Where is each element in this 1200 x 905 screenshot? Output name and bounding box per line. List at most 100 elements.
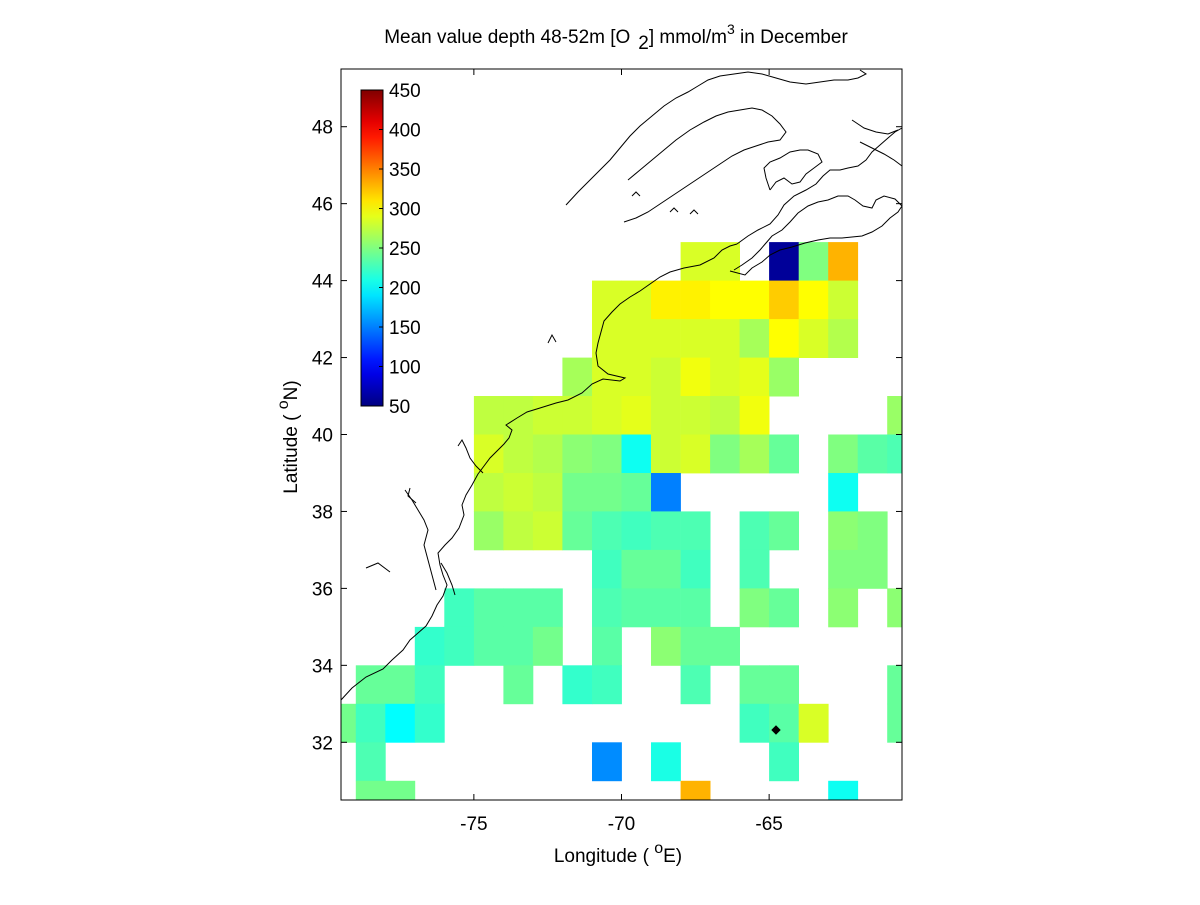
heatmap-cell <box>592 396 622 435</box>
heatmap-cell <box>562 357 593 397</box>
heatmap-cell <box>680 434 711 474</box>
plot-area: -75 -70 -65 32 34 36 38 40 42 44 46 48 <box>312 68 903 835</box>
heatmap-cell <box>739 357 770 397</box>
heatmap-cell <box>680 280 711 320</box>
heatmap-cell <box>857 511 888 551</box>
heatmap-cell <box>739 549 770 589</box>
heatmap-cell <box>621 588 652 628</box>
heatmap-cell <box>739 396 770 435</box>
heatmap-cell <box>355 703 386 743</box>
heatmap-cell <box>828 549 859 589</box>
colorbar-tick-label: 400 <box>389 121 421 142</box>
heatmap-cell <box>444 588 475 628</box>
heatmap-cell <box>621 473 652 512</box>
heatmap-cell <box>680 626 711 666</box>
heatmap-cell <box>562 396 593 435</box>
heatmap-cell <box>887 703 903 743</box>
heatmap-cell <box>739 588 770 628</box>
heatmap-cell <box>828 242 859 281</box>
heatmap-cell <box>769 703 799 743</box>
heatmap-cell <box>887 588 903 628</box>
heatmap-cell <box>680 665 711 705</box>
colorbar: 50 100 150 200 250 300 350 400 450 <box>360 81 421 418</box>
heatmap-cell <box>503 665 534 705</box>
heatmap-cell <box>857 549 888 589</box>
colorbar-tick-label: 100 <box>389 358 421 379</box>
colorbar-tick-label: 250 <box>389 239 421 260</box>
heatmap-cell <box>341 703 357 743</box>
heatmap-cell <box>651 473 681 512</box>
heatmap-cell <box>651 549 681 589</box>
heatmap-cell <box>621 357 652 397</box>
heatmap-cell <box>710 319 740 358</box>
heatmap-cell <box>414 703 445 743</box>
heatmap-cell <box>503 473 534 512</box>
heatmap-cell <box>562 511 593 551</box>
heatmap-cell <box>651 319 681 358</box>
heatmap-cell <box>828 473 859 512</box>
heatmap-cell <box>355 665 386 705</box>
heatmap-cell <box>385 665 416 705</box>
heatmap-cell <box>798 280 829 320</box>
colorbar-tick-label: 150 <box>389 318 421 339</box>
heatmap-cell <box>621 549 652 589</box>
heatmap-cell <box>769 588 799 628</box>
heatmap-cell <box>414 665 445 705</box>
x-tick-label: -65 <box>755 814 782 835</box>
heatmap-cell <box>828 511 859 551</box>
colorbar-tick-label: 200 <box>389 279 421 300</box>
heatmap-cell <box>592 319 622 358</box>
heatmap-cell <box>473 588 504 628</box>
heatmap-cell <box>710 357 740 397</box>
heatmap-cell <box>592 588 622 628</box>
heatmap-cell <box>355 780 386 801</box>
heatmap-cell <box>651 280 681 320</box>
heatmap-cell <box>503 588 534 628</box>
heatmap-cell <box>769 319 799 358</box>
heatmap-cell <box>532 473 563 512</box>
heatmap-cell <box>473 473 504 512</box>
heatmap-cell <box>651 396 681 435</box>
heatmap-cell <box>385 703 416 743</box>
heatmap-cell <box>887 396 903 435</box>
heatmap-cell <box>355 742 386 782</box>
y-tick-label: 32 <box>312 733 333 754</box>
heatmap-cell <box>769 280 799 320</box>
heatmap-cell <box>651 588 681 628</box>
heatmap-cell <box>710 396 740 435</box>
colorbar-tick-label: 300 <box>389 200 421 221</box>
y-axis-ticks: 32 34 36 38 40 42 44 46 48 <box>312 118 902 754</box>
heatmap-cell <box>857 434 888 474</box>
heatmap-cell <box>532 511 563 551</box>
y-tick-label: 44 <box>312 272 334 293</box>
heatmap-cell <box>651 742 681 782</box>
heatmap-cell <box>710 626 740 666</box>
heatmap-cell <box>739 511 770 551</box>
heatmap-cell <box>680 549 711 589</box>
heatmap-cell <box>503 626 534 666</box>
heatmap-cell <box>592 511 622 551</box>
heatmap-cell <box>473 434 504 474</box>
heatmap-cell <box>473 626 504 666</box>
heatmap-cell <box>621 396 652 435</box>
heatmap-cell <box>769 511 799 551</box>
heatmap-cell <box>680 780 711 801</box>
heatmap-cell <box>444 626 475 666</box>
heatmap-cell <box>651 434 681 474</box>
heatmap-cell <box>739 434 770 474</box>
heatmap-cell <box>592 357 622 397</box>
heatmap-cell <box>592 473 622 512</box>
heatmap-cell <box>592 280 622 320</box>
heatmap-cell <box>503 434 534 474</box>
heatmap-cell <box>532 626 563 666</box>
heatmap-cell <box>680 511 711 551</box>
x-axis-ticks: -75 -70 -65 <box>460 69 783 835</box>
heatmap-cell <box>532 396 563 435</box>
heatmap-cell <box>680 357 711 397</box>
heatmap-cell <box>562 665 593 705</box>
heatmap-cell <box>473 511 504 551</box>
y-tick-label: 36 <box>312 579 333 600</box>
heatmap-cell <box>680 319 711 358</box>
